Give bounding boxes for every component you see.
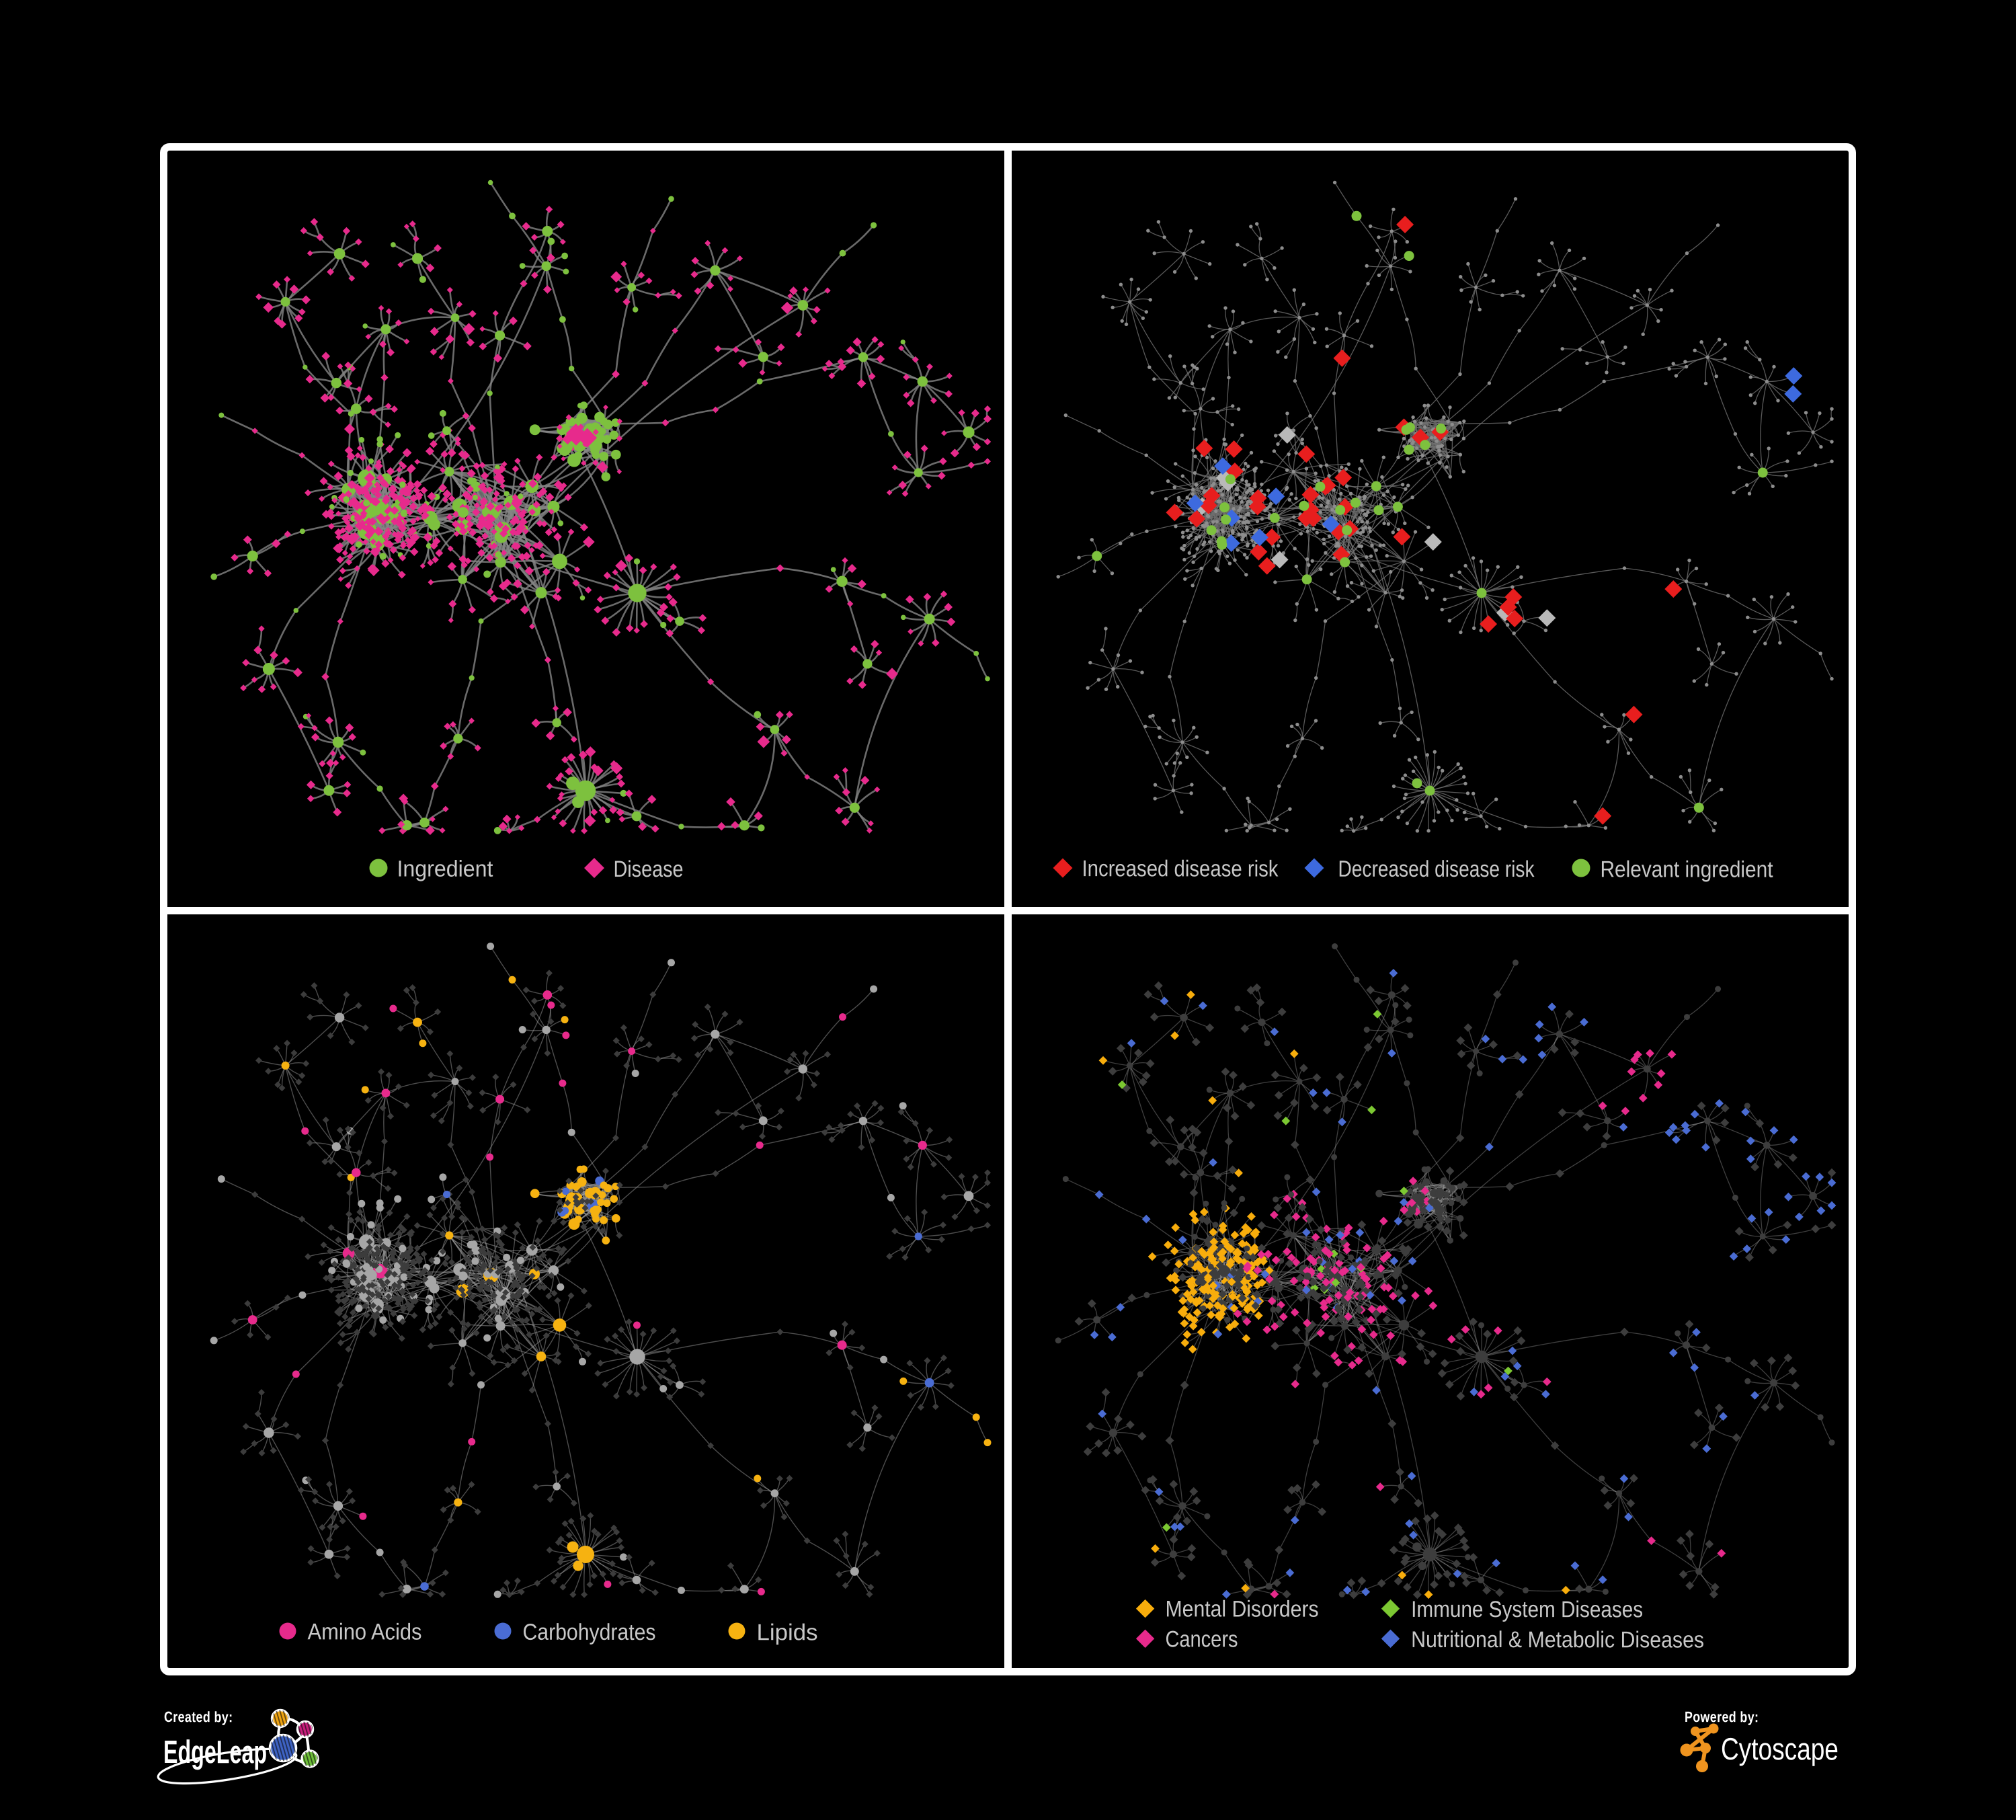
legend-label-decreased-risk: Decreased disease risk bbox=[1338, 857, 1535, 882]
network-graph-1 bbox=[210, 180, 992, 836]
legend-panel-1: Ingredient Disease bbox=[369, 856, 684, 882]
network-panel-disease-risk: Increased disease risk Decreased disease… bbox=[1012, 151, 1849, 907]
lipids-swatch-icon bbox=[728, 1622, 745, 1640]
network-panel-nutrient-classes: Amino Acids Carbohydrates Lipids bbox=[167, 914, 1004, 1668]
ingredient-swatch-icon bbox=[369, 859, 388, 877]
legend-panel-2: Increased disease risk Decreased disease… bbox=[1053, 856, 1773, 883]
highlight-layer bbox=[1092, 210, 1803, 825]
legend-label-amino-acids: Amino Acids bbox=[307, 1619, 421, 1645]
cytoscape-wordmark: Cytoscape bbox=[1720, 1731, 1839, 1767]
relevant-ingredient-swatch-icon bbox=[1572, 859, 1590, 877]
legend-label-increased-risk: Increased disease risk bbox=[1082, 856, 1279, 881]
legend-label-disease: Disease bbox=[613, 857, 683, 882]
legend-label-ingredient: Ingredient bbox=[397, 856, 493, 881]
edgeleap-wordmark: EdgeLeap bbox=[163, 1735, 268, 1771]
nutritional-metabolic-diseases-swatch-icon bbox=[1381, 1629, 1400, 1648]
disease-swatch-icon bbox=[584, 858, 604, 878]
legend-item-ingredient: Ingredient bbox=[369, 856, 493, 882]
legend-item-disease: Disease bbox=[584, 857, 684, 882]
legend-label-relevant-ingredient: Relevant ingredient bbox=[1600, 857, 1773, 882]
legend-item-immune-system-diseases: Immune System Diseases bbox=[1381, 1597, 1643, 1622]
network-graph-3 bbox=[210, 943, 992, 1598]
immune-system-diseases-swatch-icon bbox=[1381, 1599, 1400, 1618]
cytoscape-logo-nodes bbox=[1680, 1723, 1719, 1772]
edgeleap-logo-swoosh bbox=[157, 1747, 298, 1785]
network-panel-ingredient-disease: Ingredient Disease bbox=[167, 151, 1004, 907]
legend-panel-3: Amino Acids Carbohydrates Lipids bbox=[279, 1619, 818, 1645]
decreased-risk-swatch-icon bbox=[1304, 858, 1324, 878]
legend-label-nutritional-metabolic-diseases: Nutritional & Metabolic Diseases bbox=[1411, 1627, 1704, 1653]
legend-item-decreased-risk: Decreased disease risk bbox=[1304, 857, 1535, 882]
legend-label-lipids: Lipids bbox=[756, 1620, 817, 1645]
increased-risk-swatch-icon bbox=[1053, 858, 1073, 878]
legend-label-immune-system-diseases: Immune System Diseases bbox=[1411, 1597, 1643, 1622]
legend-label-mental-disorders: Mental Disorders bbox=[1166, 1596, 1319, 1622]
network-graph-4 bbox=[1055, 943, 1837, 1599]
network-panel-disease-classes: Mental Disorders Cancers Immune System D… bbox=[1012, 914, 1849, 1668]
legend-item-nutritional-metabolic-diseases: Nutritional & Metabolic Diseases bbox=[1381, 1627, 1704, 1653]
amino-acids-swatch-icon bbox=[279, 1622, 296, 1640]
legend-item-amino-acids: Amino Acids bbox=[279, 1619, 422, 1645]
carbohydrates-swatch-icon bbox=[494, 1622, 512, 1640]
network-graph-2 bbox=[1056, 180, 1834, 833]
powered-by-label: Powered by: bbox=[1684, 1708, 1759, 1726]
created-by-label: Created by: bbox=[163, 1708, 233, 1726]
legend-item-relevant-ingredient: Relevant ingredient bbox=[1572, 857, 1773, 883]
legend-item-carbohydrates: Carbohydrates bbox=[494, 1620, 656, 1645]
edgeleap-logo bbox=[157, 1708, 319, 1785]
edgeleap-logo-nodes bbox=[268, 1708, 319, 1768]
legend-item-increased-risk: Increased disease risk bbox=[1053, 856, 1279, 882]
mental-disorders-swatch-icon bbox=[1135, 1599, 1155, 1618]
legend-item-mental-disorders: Mental Disorders bbox=[1135, 1596, 1319, 1622]
legend-label-cancers: Cancers bbox=[1165, 1626, 1238, 1652]
panel-divider-horizontal bbox=[160, 907, 1856, 914]
nodes-layer bbox=[210, 180, 992, 836]
legend-panel-4: Mental Disorders Cancers Immune System D… bbox=[1135, 1596, 1704, 1653]
cytoscape-logo bbox=[1680, 1723, 1719, 1772]
cancers-swatch-icon bbox=[1135, 1629, 1155, 1648]
nodes-layer bbox=[210, 943, 992, 1598]
legend-item-cancers: Cancers bbox=[1135, 1626, 1238, 1652]
legend-label-carbohydrates: Carbohydrates bbox=[522, 1620, 655, 1645]
legend-item-lipids: Lipids bbox=[728, 1620, 818, 1645]
